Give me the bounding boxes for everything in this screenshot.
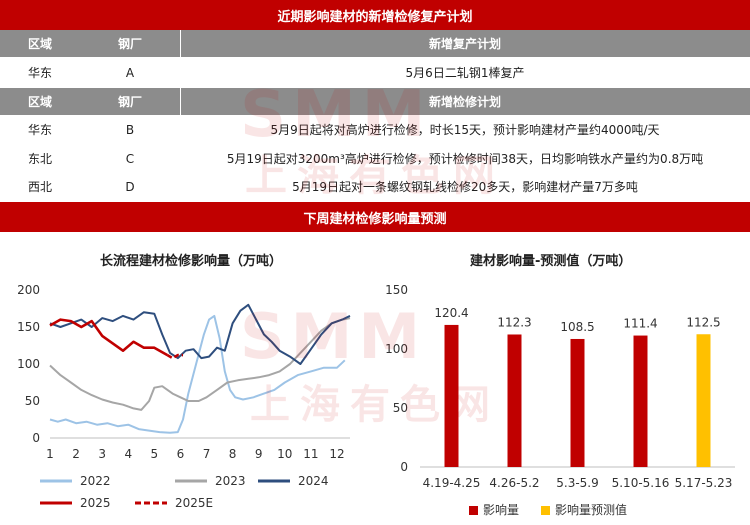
data-label: 112.5 bbox=[686, 315, 720, 329]
data-label: 120.4 bbox=[434, 306, 468, 320]
y-tick-label: 0 bbox=[400, 460, 408, 474]
y-tick-label: 150 bbox=[17, 320, 40, 334]
table-row: 东北 C 5月19日起对3200m³高炉进行检修，预计检修时间38天，日均影响铁… bbox=[0, 145, 750, 172]
y-tick-label: 50 bbox=[393, 401, 408, 415]
mid-banner: 下周建材检修影响量预测 bbox=[0, 202, 750, 232]
y-tick-label: 150 bbox=[385, 283, 408, 297]
x-tick-label: 10 bbox=[277, 447, 292, 461]
line-chart-title: 长流程建材检修影响量（万吨） bbox=[100, 254, 283, 269]
table-row: 华东 A 5月6日二轧钢1棒复产 bbox=[0, 59, 750, 86]
legend-swatch-影响量 bbox=[469, 506, 478, 515]
header-mill: 钢厂 bbox=[117, 95, 142, 109]
cell-plan: 5月19日起对3200m³高炉进行检修，预计检修时间38天，日均影响铁水产量约为… bbox=[226, 152, 704, 166]
x-tick-label: 6 bbox=[177, 447, 185, 461]
x-tick-label: 4 bbox=[124, 447, 132, 461]
cell-region: 东北 bbox=[27, 152, 52, 166]
y-tick-label: 200 bbox=[17, 283, 40, 297]
legend-label-2025: 2025 bbox=[80, 496, 111, 510]
cell-region: 华东 bbox=[27, 66, 52, 80]
x-tick-label: 12 bbox=[329, 447, 344, 461]
x-tick-label: 8 bbox=[229, 447, 237, 461]
cell-mill: D bbox=[125, 179, 135, 194]
cell-plan: 5月9日起将对高炉进行检修，时长15天，预计影响建材产量约4000吨/天 bbox=[270, 123, 660, 137]
maint-header-row: 区域 钢厂 新增检修计划 bbox=[0, 88, 750, 115]
bar-影响量 bbox=[570, 338, 585, 467]
data-label: 108.5 bbox=[560, 320, 594, 334]
x-tick-label: 5 bbox=[151, 447, 159, 461]
cell-mill: C bbox=[125, 151, 135, 166]
x-tick-label: 9 bbox=[255, 447, 263, 461]
bar-影响量 bbox=[633, 335, 648, 467]
x-tick-label: 3 bbox=[98, 447, 106, 461]
bar-chart: 0 50 100 150 4.19-4.25 120.4 4.26-5.2 112.3 5.3-… bbox=[385, 283, 735, 517]
y-tick-label: 50 bbox=[25, 394, 40, 408]
series-line-2023 bbox=[49, 317, 351, 411]
header-region: 区域 bbox=[27, 95, 52, 109]
x-tick-label: 4.26-5.2 bbox=[489, 476, 539, 490]
legend-label-影响量预测值: 影响量预测值 bbox=[555, 502, 627, 517]
x-tick-label: 7 bbox=[203, 447, 211, 461]
cell-mill: A bbox=[125, 65, 135, 80]
y-tick-label: 100 bbox=[17, 357, 40, 371]
header-region: 区域 bbox=[27, 37, 52, 51]
bar-影响量预测值 bbox=[696, 334, 711, 467]
series-line-2024 bbox=[49, 303, 351, 365]
x-tick-label: 11 bbox=[303, 447, 318, 461]
top-banner-title: 近期影响建材的新增检修复产计划 bbox=[277, 9, 473, 25]
bar-影响量 bbox=[507, 334, 522, 467]
legend-swatch-影响量预测值 bbox=[541, 506, 550, 515]
data-label: 111.4 bbox=[623, 317, 657, 331]
cell-region: 华东 bbox=[27, 123, 52, 137]
legend-label-2023: 2023 bbox=[215, 474, 246, 488]
cell-plan: 5月19日起对一条螺纹钢轧线检修20多天，影响建材产量7万多吨 bbox=[292, 180, 638, 194]
cell-plan: 5月6日二轧钢1棒复产 bbox=[405, 66, 525, 80]
x-tick-label: 4.19-4.25 bbox=[423, 476, 481, 490]
cell-mill: B bbox=[125, 122, 135, 137]
series-line-2022 bbox=[49, 314, 346, 434]
resume-header-row: 区域 钢厂 新增复产计划 bbox=[0, 30, 750, 57]
header-mill: 钢厂 bbox=[117, 37, 142, 51]
cell-region: 西北 bbox=[27, 180, 52, 194]
header-plan: 新增检修计划 bbox=[428, 95, 501, 109]
legend-label-2022: 2022 bbox=[80, 474, 111, 488]
series-line-2025 bbox=[49, 318, 169, 357]
y-tick-label: 0 bbox=[32, 431, 40, 445]
table-row: 华东 B 5月9日起将对高炉进行检修，时长15天，预计影响建材产量约4000吨/… bbox=[0, 116, 750, 143]
bar-影响量 bbox=[444, 324, 459, 467]
x-tick-label: 1 bbox=[46, 447, 54, 461]
header-plan: 新增复产计划 bbox=[428, 37, 501, 51]
x-tick-label: 5.3-5.9 bbox=[556, 476, 599, 490]
x-tick-label: 5.17-5.23 bbox=[675, 476, 733, 490]
legend-label-2024: 2024 bbox=[298, 474, 329, 488]
legend-label-2025E: 2025E bbox=[175, 496, 213, 510]
y-tick-label: 100 bbox=[385, 342, 408, 356]
top-banner: 近期影响建材的新增检修复产计划 bbox=[0, 0, 750, 30]
data-label: 112.3 bbox=[497, 315, 531, 329]
mid-banner-title: 下周建材检修影响量预测 bbox=[303, 211, 447, 227]
series-line-2025E bbox=[166, 353, 183, 360]
bar-chart-title: 建材影响量-预测值（万吨） bbox=[470, 254, 632, 269]
x-tick-label: 5.10-5.16 bbox=[612, 476, 670, 490]
table-row: 西北 D 5月19日起对一条螺纹钢轧线检修20多天，影响建材产量7万多吨 bbox=[0, 173, 750, 200]
legend-label-影响量: 影响量 bbox=[483, 502, 519, 517]
x-tick-label: 2 bbox=[72, 447, 80, 461]
